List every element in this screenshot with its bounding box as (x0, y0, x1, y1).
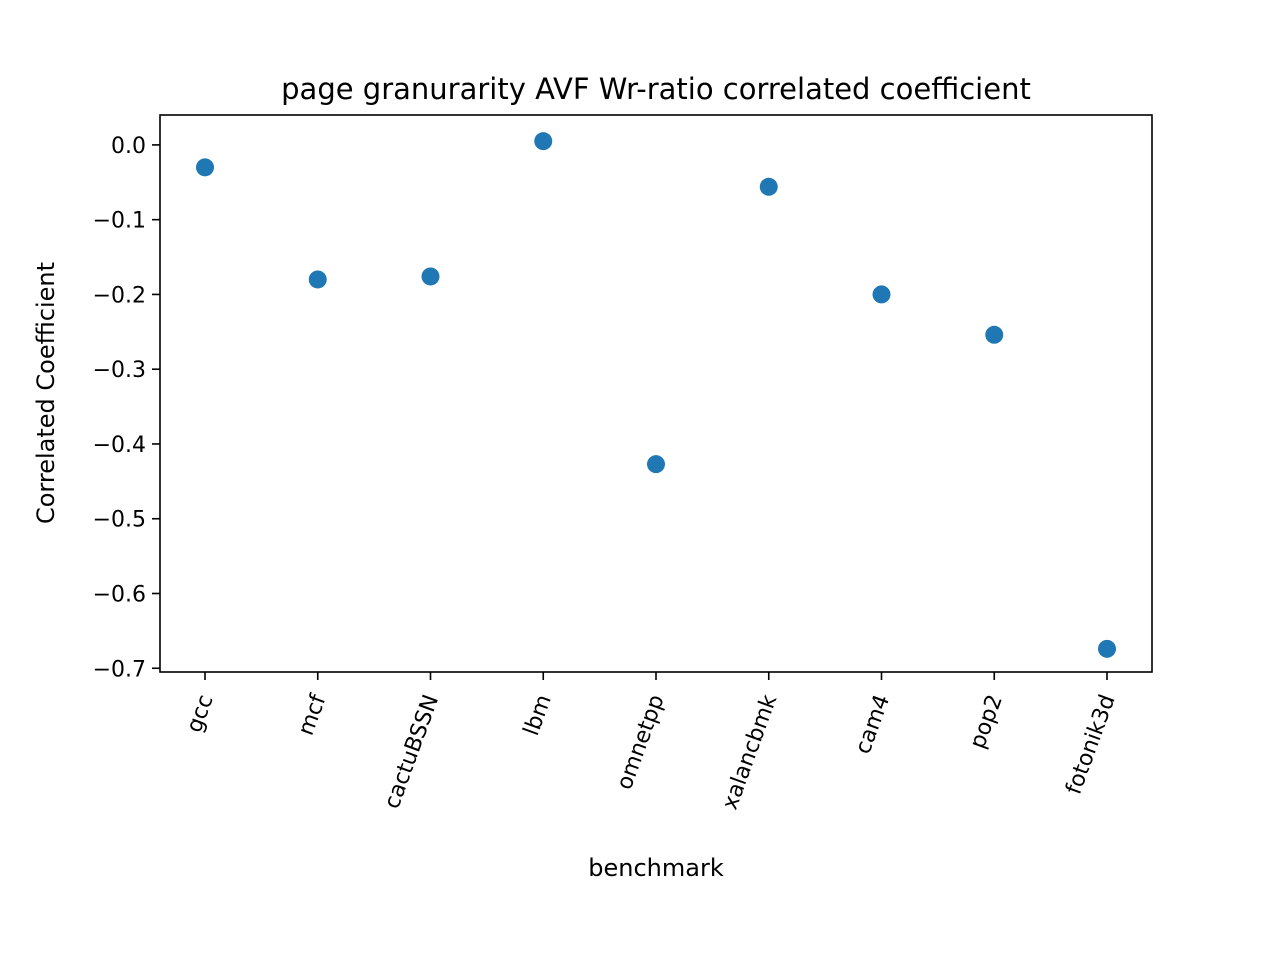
x-tick-label: mcf (294, 690, 332, 739)
data-point-pop2 (985, 325, 1004, 344)
data-point-gcc (196, 158, 214, 177)
x-tick-label: cactuBSSN (380, 692, 444, 813)
x-tick-label: lbm (519, 692, 557, 740)
y-tick-label: 0.0 (111, 134, 146, 159)
y-tick-label: −0.5 (93, 508, 146, 533)
y-axis-label: Correlated Coefficient (32, 262, 60, 524)
x-tick-label: fotonik3d (1062, 692, 1121, 798)
data-point-fotonik3d (1098, 639, 1116, 658)
data-point-cactuBSSN (421, 267, 440, 286)
plot-frame (159, 114, 1153, 673)
y-tick-label: −0.1 (93, 209, 146, 234)
x-tick-label: gcc (182, 692, 219, 736)
y-axis: 0.0 −0.1 −0.2 −0.3 −0.4 −0.5 −0.6 −0.7 (93, 134, 160, 682)
x-tick-label: omnetpp (612, 692, 669, 794)
x-axis-label: benchmark (588, 854, 724, 882)
data-point-xalancbmk (759, 177, 778, 196)
x-axis: gcc mcf cactuBSSN lbm omnetpp xalancbmk cam4 po… (182, 672, 1121, 813)
data-points (196, 132, 1116, 658)
y-tick-label: −0.3 (93, 358, 146, 383)
y-tick-label: −0.6 (93, 582, 146, 607)
data-point-lbm (534, 132, 553, 151)
x-tick-label: xalancbmk (718, 691, 783, 813)
y-tick-label: −0.2 (93, 283, 146, 308)
y-tick-label: −0.4 (93, 433, 146, 458)
data-point-mcf (308, 270, 327, 289)
x-tick-label: cam4 (851, 692, 895, 758)
data-point-omnetpp (647, 455, 665, 474)
y-tick-label: −0.7 (93, 657, 146, 682)
x-tick-label: pop2 (965, 692, 1007, 753)
chart-title: page granurarity AVF Wr-ratio correlated… (281, 72, 1031, 106)
data-point-cam4 (872, 285, 891, 304)
